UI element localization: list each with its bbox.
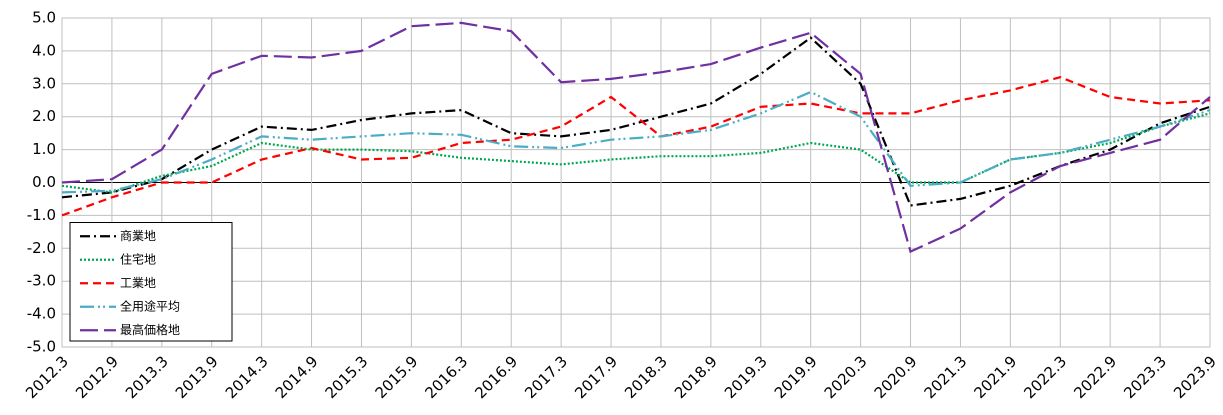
x-tick-label: 2021.3 (921, 352, 971, 402)
legend-label: 工業地 (120, 276, 156, 290)
y-tick-label: -3.0 (27, 272, 56, 290)
x-tick-label: 2012.3 (22, 352, 72, 402)
y-tick-label: -2.0 (27, 239, 56, 257)
y-tick-label: 2.0 (32, 107, 56, 125)
x-tick-label: 2020.3 (821, 352, 871, 402)
series-line (61, 112, 1211, 194)
legend-label: 商業地 (120, 228, 156, 243)
x-tick-label: 2013.9 (172, 352, 222, 402)
legend-label: 最高価格地 (120, 322, 180, 337)
x-tick-label: 2021.9 (971, 352, 1021, 402)
x-tick-label: 2019.3 (721, 352, 771, 402)
x-tick-label: 2012.9 (72, 352, 122, 402)
x-tick-label: 2022.9 (1070, 352, 1120, 402)
y-tick-label: -1.0 (27, 206, 56, 224)
series-line (61, 90, 1211, 194)
series-line (61, 36, 1211, 207)
y-tick-label: 3.0 (32, 74, 56, 92)
y-tick-label: -5.0 (27, 338, 56, 356)
y-tick-label: -4.0 (27, 305, 56, 323)
x-tick-label: 2016.9 (471, 352, 521, 402)
x-tick-label: 2020.9 (871, 352, 921, 402)
x-tick-label: 2023.3 (1120, 352, 1170, 402)
y-tick-label: 0.0 (32, 173, 56, 191)
x-tick-label: 2016.3 (421, 352, 471, 402)
x-tick-label: 2017.3 (521, 352, 571, 402)
x-tick-label: 2014.9 (272, 352, 322, 402)
y-tick-label: 5.0 (32, 9, 56, 27)
x-tick-label: 2018.3 (621, 352, 671, 402)
x-tick-label: 2019.9 (771, 352, 821, 402)
legend-box (69, 222, 233, 342)
x-tick-label: 2023.9 (1170, 352, 1220, 402)
x-tick-label: 2017.9 (571, 352, 621, 402)
x-tick-label: 2015.3 (322, 352, 372, 402)
x-tick-label: 2014.3 (222, 352, 272, 402)
series-line (61, 21, 1211, 254)
legend-label: 住宅地 (120, 251, 156, 266)
x-tick-label: 2018.9 (671, 352, 721, 402)
legend-label: 全用途平均 (120, 298, 180, 313)
y-tick-label: 1.0 (32, 140, 56, 158)
x-tick-label: 2013.3 (122, 352, 172, 402)
series-line (61, 76, 1211, 217)
y-tick-label: 4.0 (32, 41, 56, 59)
x-tick-label: 2015.9 (372, 352, 422, 402)
x-tick-label: 2022.3 (1020, 352, 1070, 402)
